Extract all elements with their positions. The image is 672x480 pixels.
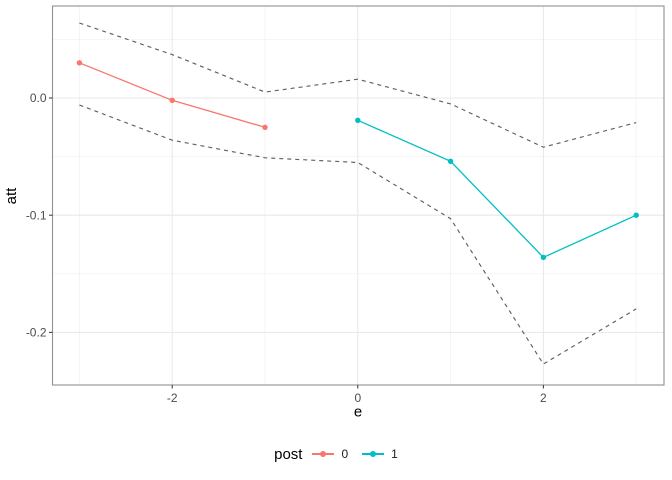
y-tick-label: 0.0 — [30, 91, 47, 105]
data-point-post-1 — [447, 158, 454, 164]
data-point-post-0 — [76, 60, 83, 66]
ci-upper-dashed-line — [79, 22, 637, 148]
x-tick-label: 0 — [354, 391, 361, 405]
legend-entry-label: 1 — [391, 447, 398, 461]
legend-title: post — [274, 445, 303, 463]
legend-entry-post-0: 0 — [312, 447, 348, 461]
legend-entry-label: 0 — [341, 447, 349, 461]
legend-entry-post-1: 1 — [362, 447, 398, 461]
data-point-post-1 — [355, 117, 361, 124]
legend-key-line-point-icon — [362, 447, 385, 461]
legend-key-line-point-icon — [312, 447, 335, 461]
x-tick-label: 2 — [540, 391, 547, 405]
y-tick-label: -0.2 — [26, 326, 47, 340]
plot-area: -2 0 2 0.0 -0.1 -0.2 — [26, 5, 665, 405]
x-tick-label: -2 — [167, 391, 178, 405]
series-line-post-1 — [357, 119, 637, 259]
y-tick-label: -0.1 — [26, 208, 47, 222]
data-point-post-0 — [169, 97, 175, 104]
ci-lower-dashed-line — [79, 104, 637, 365]
data-point-post-1 — [540, 254, 547, 261]
y-axis-title: att — [3, 187, 20, 205]
x-axis-title: e — [354, 404, 362, 421]
data-point-post-1 — [633, 212, 639, 218]
data-point-post-0 — [262, 124, 268, 130]
